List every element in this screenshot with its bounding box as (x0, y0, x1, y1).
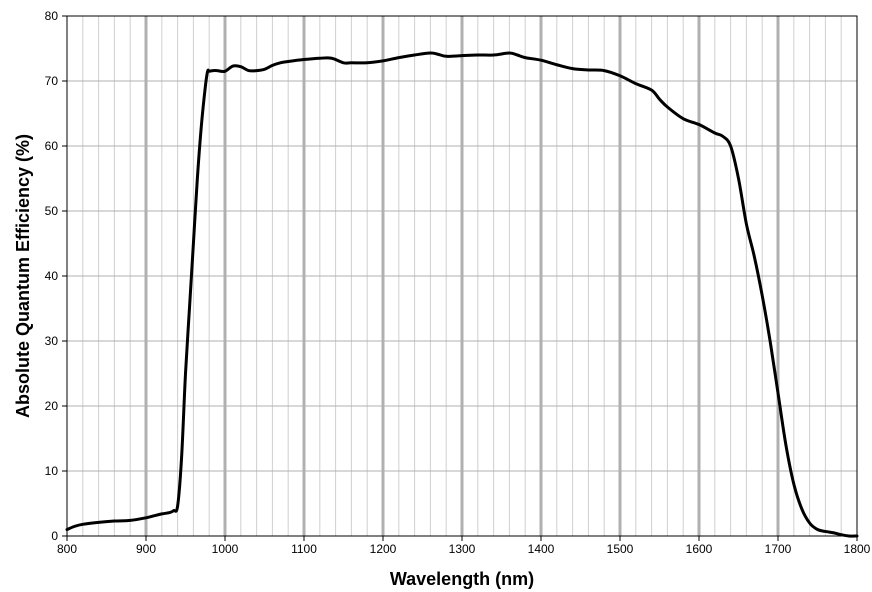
x-tick-label: 800 (57, 542, 77, 556)
y-tick-label: 20 (45, 399, 59, 413)
y-axis-ticks: 0 10 20 30 40 50 60 70 80 (45, 9, 67, 543)
series-layer (65, 51, 859, 538)
x-tick-label: 1700 (765, 542, 792, 556)
x-tick-label: 1500 (607, 542, 634, 556)
y-tick-label: 60 (45, 139, 59, 153)
major-grid (67, 16, 857, 536)
x-tick-label: 1100 (291, 542, 317, 556)
x-tick-label: 900 (136, 542, 156, 556)
x-tick-label: 1200 (370, 542, 397, 556)
y-tick-label: 80 (45, 9, 59, 23)
y-tick-label: 0 (51, 529, 58, 543)
y-tick-label: 30 (45, 334, 59, 348)
x-tick-label: 1800 (844, 542, 871, 556)
x-tick-label: 1000 (212, 542, 239, 556)
x-axis-ticks: 800 900 1000 1100 1200 1300 1400 1500 1600 1700 18… (57, 536, 871, 556)
qe-series-line (65, 51, 859, 538)
x-tick-label: 1600 (686, 542, 713, 556)
y-axis-title: Absolute Quantum Efficiency (%) (13, 134, 33, 418)
y-tick-label: 50 (45, 204, 59, 218)
y-tick-label: 10 (45, 464, 59, 478)
y-tick-label: 40 (45, 269, 59, 283)
x-tick-label: 1400 (528, 542, 555, 556)
y-tick-label: 70 (45, 74, 59, 88)
x-axis-title: Wavelength (nm) (390, 569, 534, 589)
x-tick-label: 1300 (449, 542, 476, 556)
